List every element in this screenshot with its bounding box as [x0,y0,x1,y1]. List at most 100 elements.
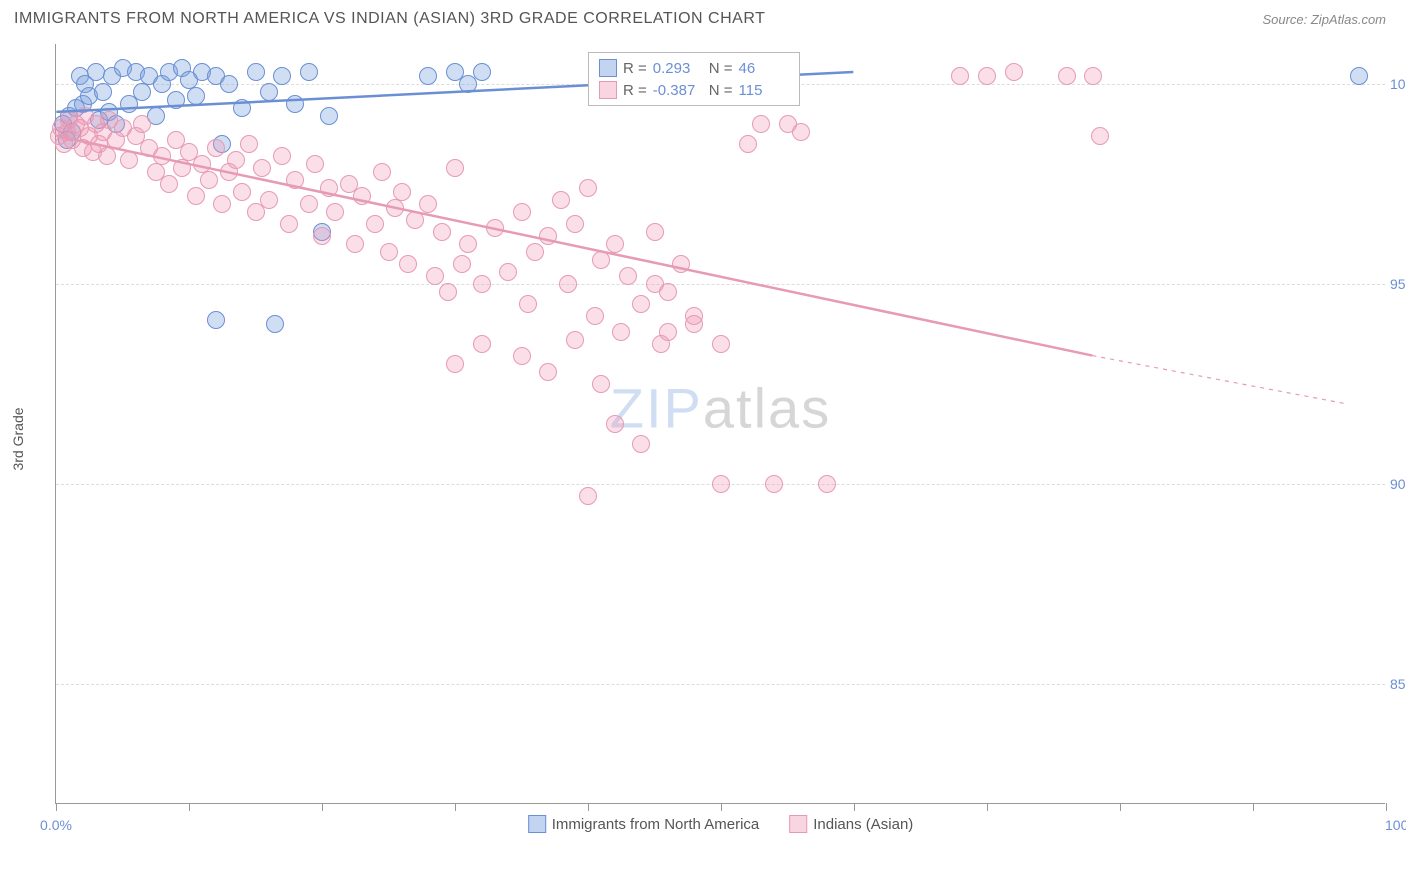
point-indian [346,235,364,253]
watermark-atlas: atlas [703,377,831,440]
legend-label: Immigrants from North America [552,816,760,833]
point-indian [173,159,191,177]
point-indian [606,415,624,433]
gridline [56,684,1385,685]
y-tick-label: 90.0% [1390,476,1406,492]
point-indian [446,159,464,177]
point-indian [539,227,557,245]
point-north-america [266,315,284,333]
point-indian [818,475,836,493]
chart-wrap: 3rd Grade ZIPatlas 85.0%90.0%95.0%100.0%… [0,34,1406,844]
watermark: ZIPatlas [610,376,831,441]
point-indian [513,203,531,221]
point-north-america [133,83,151,101]
title-bar: IMMIGRANTS FROM NORTH AMERICA VS INDIAN … [0,0,1406,34]
stat-r-label: R = [623,82,647,99]
x-tick [189,803,190,811]
x-tick-label: 100.0% [1385,817,1406,833]
stat-r-value: 0.293 [653,60,703,77]
point-indian [453,255,471,273]
point-indian [559,275,577,293]
point-indian [765,475,783,493]
point-indian [566,331,584,349]
point-indian [393,183,411,201]
point-indian [300,195,318,213]
point-indian [153,147,171,165]
point-indian [313,227,331,245]
point-indian [446,355,464,373]
point-north-america [320,107,338,125]
point-north-america [187,87,205,105]
x-tick [588,803,589,811]
stat-n-value: 115 [739,82,789,99]
point-indian [473,275,491,293]
point-indian [353,187,371,205]
correlation-stats-box: R = 0.293 N = 46 R = -0.387 N = 115 [588,52,800,106]
point-north-america [419,67,437,85]
point-indian [1084,67,1102,85]
point-indian [579,487,597,505]
point-indian [619,267,637,285]
point-north-america [94,83,112,101]
point-indian [592,375,610,393]
point-indian [373,163,391,181]
point-indian [306,155,324,173]
point-indian [439,283,457,301]
point-indian [685,307,703,325]
point-indian [499,263,517,281]
point-indian [978,67,996,85]
point-indian [672,255,690,273]
point-indian [486,219,504,237]
stat-n-value: 46 [739,60,789,77]
point-indian [473,335,491,353]
y-tick-label: 95.0% [1390,276,1406,292]
y-tick-label: 100.0% [1390,76,1406,92]
stat-n-label: N = [709,60,733,77]
legend-item: Indians (Asian) [789,815,913,833]
point-north-america [247,63,265,81]
point-indian [712,335,730,353]
legend-item: Immigrants from North America [528,815,760,833]
point-north-america [286,95,304,113]
point-indian [1005,63,1023,81]
point-indian [552,191,570,209]
watermark-zip: ZIP [610,377,703,440]
point-indian [646,223,664,241]
point-indian [280,215,298,233]
point-indian [1058,67,1076,85]
point-indian [253,159,271,177]
x-tick [455,803,456,811]
point-indian [539,363,557,381]
trend-lines [56,44,1385,803]
point-indian [98,147,116,165]
stat-r-label: R = [623,60,647,77]
point-indian [459,235,477,253]
plot-area: ZIPatlas 85.0%90.0%95.0%100.0%0.0%100.0%… [55,44,1385,804]
x-tick [721,803,722,811]
point-north-america [300,63,318,81]
point-indian [233,183,251,201]
point-indian [320,179,338,197]
point-indian [200,171,218,189]
point-indian [386,199,404,217]
point-indian [160,175,178,193]
point-indian [519,295,537,313]
point-north-america [207,311,225,329]
point-north-america [1350,67,1368,85]
chart-title: IMMIGRANTS FROM NORTH AMERICA VS INDIAN … [14,10,765,28]
point-indian [586,307,604,325]
x-tick [1120,803,1121,811]
x-tick [854,803,855,811]
point-indian [659,323,677,341]
point-indian [712,475,730,493]
stat-row: R = 0.293 N = 46 [599,57,789,79]
point-indian [426,267,444,285]
point-indian [260,191,278,209]
point-indian [120,151,138,169]
point-indian [1091,127,1109,145]
x-tick [1386,803,1387,811]
point-indian [526,243,544,261]
legend-swatch [599,59,617,77]
point-indian [606,235,624,253]
point-indian [951,67,969,85]
